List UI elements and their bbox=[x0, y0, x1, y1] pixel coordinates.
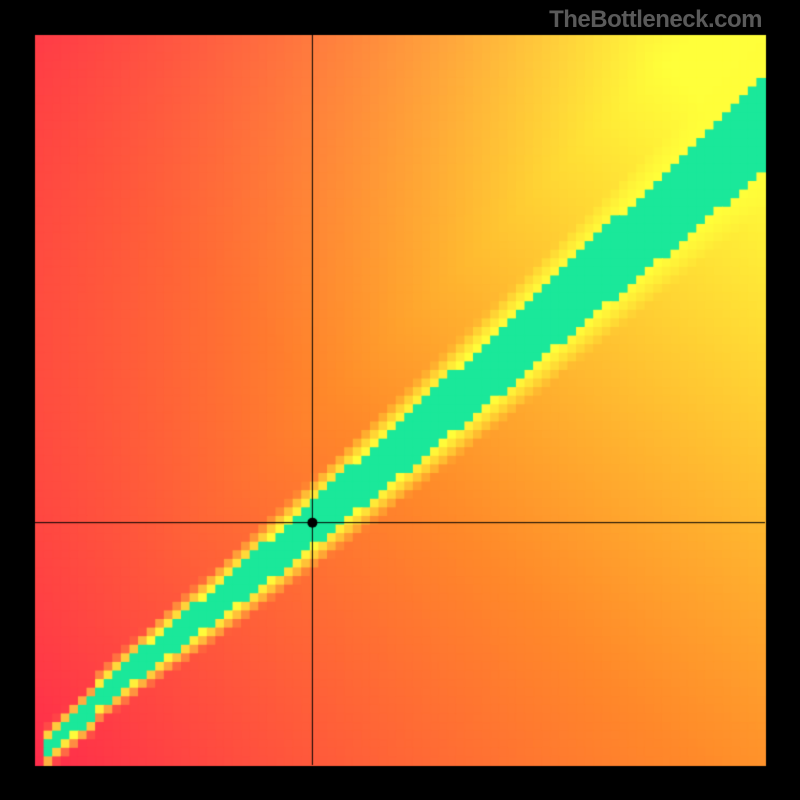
bottleneck-heatmap bbox=[0, 0, 800, 800]
watermark-text: TheBottleneck.com bbox=[549, 6, 762, 34]
